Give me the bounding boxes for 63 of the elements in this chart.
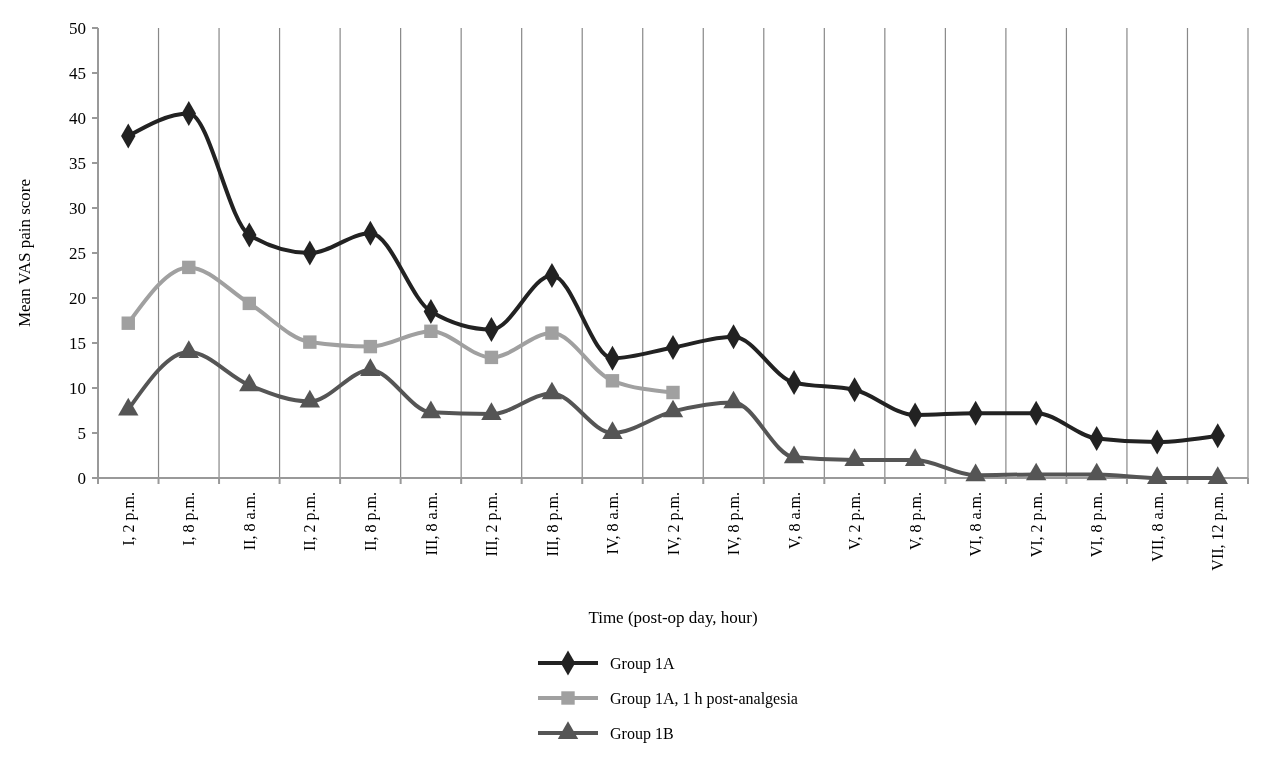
y-tick-label: 5 <box>77 423 86 443</box>
point <box>360 358 381 376</box>
x-tick-label: IV, 2 p.m. <box>664 492 683 556</box>
y-tick-label: 15 <box>69 333 86 353</box>
y-tick-label: 45 <box>69 63 86 83</box>
x-tick-label: III, 2 p.m. <box>483 492 502 557</box>
x-tick-label: VII, 8 a.m. <box>1148 492 1166 562</box>
y-tick-label: 10 <box>69 378 86 398</box>
point <box>723 390 744 409</box>
y-tick-label: 30 <box>69 198 86 218</box>
point <box>844 448 865 466</box>
x-tick-label: IV, 8 a.m. <box>604 492 622 555</box>
point <box>363 339 378 354</box>
point <box>1086 462 1107 481</box>
point <box>904 448 926 466</box>
y-axis-title: Mean VAS pain score <box>15 178 34 328</box>
x-tick-label: V, 8 a.m. <box>785 492 803 550</box>
y-tick-label: 20 <box>69 288 86 308</box>
x-tick-label: VII, 12 p.m. <box>1209 492 1228 571</box>
point <box>303 335 317 349</box>
point <box>182 260 196 275</box>
x-tick-label: I, 2 p.m. <box>119 492 138 546</box>
x-tick-label: V, 8 p.m. <box>906 492 925 550</box>
x-tick-label: II, 8 a.m. <box>240 492 258 551</box>
point <box>1025 462 1047 481</box>
y-tick-label: 40 <box>69 108 86 128</box>
x-tick-label: I, 8 p.m. <box>180 492 199 546</box>
point <box>602 421 623 439</box>
point <box>239 373 260 392</box>
point <box>121 316 135 330</box>
point <box>484 350 499 365</box>
point <box>965 463 986 482</box>
x-tick-label: IV, 8 p.m. <box>725 492 744 556</box>
point <box>420 400 442 419</box>
point <box>662 399 684 418</box>
x-tick-label: VI, 2 p.m. <box>1027 492 1046 558</box>
x-tick-label: II, 2 p.m. <box>301 492 320 552</box>
legend-label: Group 1B <box>610 724 674 743</box>
point <box>299 389 321 408</box>
x-tick-label: VI, 8 p.m. <box>1088 492 1107 558</box>
point <box>1207 466 1228 484</box>
point <box>1147 466 1168 484</box>
x-tick-label: VI, 8 a.m. <box>967 492 985 557</box>
point <box>783 445 805 464</box>
x-axis-title: Time (post-op day, hour) <box>588 608 758 627</box>
legend-label: Group 1A <box>610 654 675 673</box>
point <box>541 381 563 400</box>
x-tick-label: III, 8 a.m. <box>422 492 440 556</box>
y-tick-label: 50 <box>69 18 86 38</box>
legend-label: Group 1A, 1 h post-analgesia <box>610 689 798 708</box>
point <box>666 385 680 400</box>
point <box>545 326 559 340</box>
x-tick-label: II, 8 p.m. <box>361 492 380 552</box>
y-tick-label: 25 <box>69 243 86 263</box>
point <box>605 374 620 388</box>
x-tick-label: III, 8 p.m. <box>543 492 562 557</box>
x-tick-label: V, 2 p.m. <box>846 492 865 550</box>
y-tick-label: 35 <box>69 153 86 173</box>
point <box>424 324 438 339</box>
point <box>481 402 502 420</box>
point <box>242 296 257 311</box>
point <box>118 397 139 416</box>
y-tick-label: 0 <box>77 468 86 488</box>
